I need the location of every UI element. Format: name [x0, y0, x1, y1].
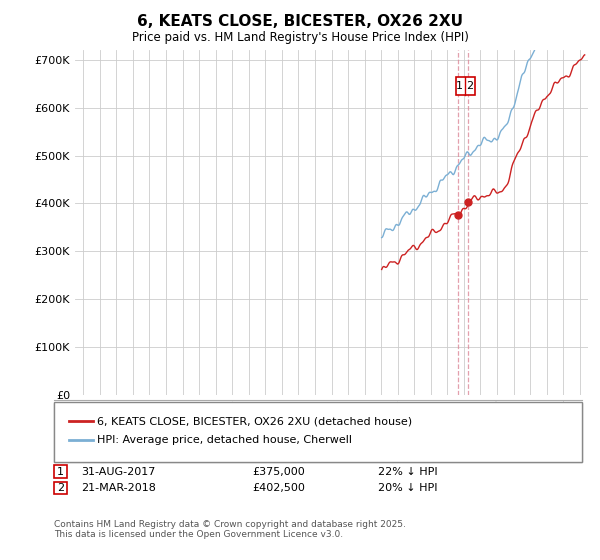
Text: 20% ↓ HPI: 20% ↓ HPI	[378, 483, 437, 493]
Text: 31-AUG-2017: 31-AUG-2017	[81, 466, 155, 477]
Text: 22% ↓ HPI: 22% ↓ HPI	[378, 466, 437, 477]
Text: 21-MAR-2018: 21-MAR-2018	[81, 483, 156, 493]
Text: 6, KEATS CLOSE, BICESTER, OX26 2XU: 6, KEATS CLOSE, BICESTER, OX26 2XU	[137, 14, 463, 29]
FancyBboxPatch shape	[456, 77, 475, 95]
Text: ────: ────	[69, 433, 99, 446]
Text: ────: ────	[69, 414, 99, 428]
Text: £402,500: £402,500	[252, 483, 305, 493]
Text: HPI: Average price, detached house, Cherwell: HPI: Average price, detached house, Cher…	[99, 435, 354, 445]
Text: 1: 1	[57, 466, 64, 477]
Text: 6, KEATS CLOSE, BICESTER, OX26 2XU (detached house): 6, KEATS CLOSE, BICESTER, OX26 2XU (deta…	[97, 416, 412, 426]
Text: £375,000: £375,000	[252, 466, 305, 477]
Text: Contains HM Land Registry data © Crown copyright and database right 2025.
This d: Contains HM Land Registry data © Crown c…	[54, 520, 406, 539]
Text: 2: 2	[466, 81, 473, 91]
Text: 2: 2	[57, 483, 64, 493]
Text: 1: 1	[456, 81, 463, 91]
Text: Price paid vs. HM Land Registry's House Price Index (HPI): Price paid vs. HM Land Registry's House …	[131, 31, 469, 44]
Text: HPI: Average price, detached house, Cherwell: HPI: Average price, detached house, Cher…	[97, 435, 352, 445]
Text: 6, KEATS CLOSE, BICESTER, OX26 2XU (detached house): 6, KEATS CLOSE, BICESTER, OX26 2XU (deta…	[99, 416, 414, 426]
